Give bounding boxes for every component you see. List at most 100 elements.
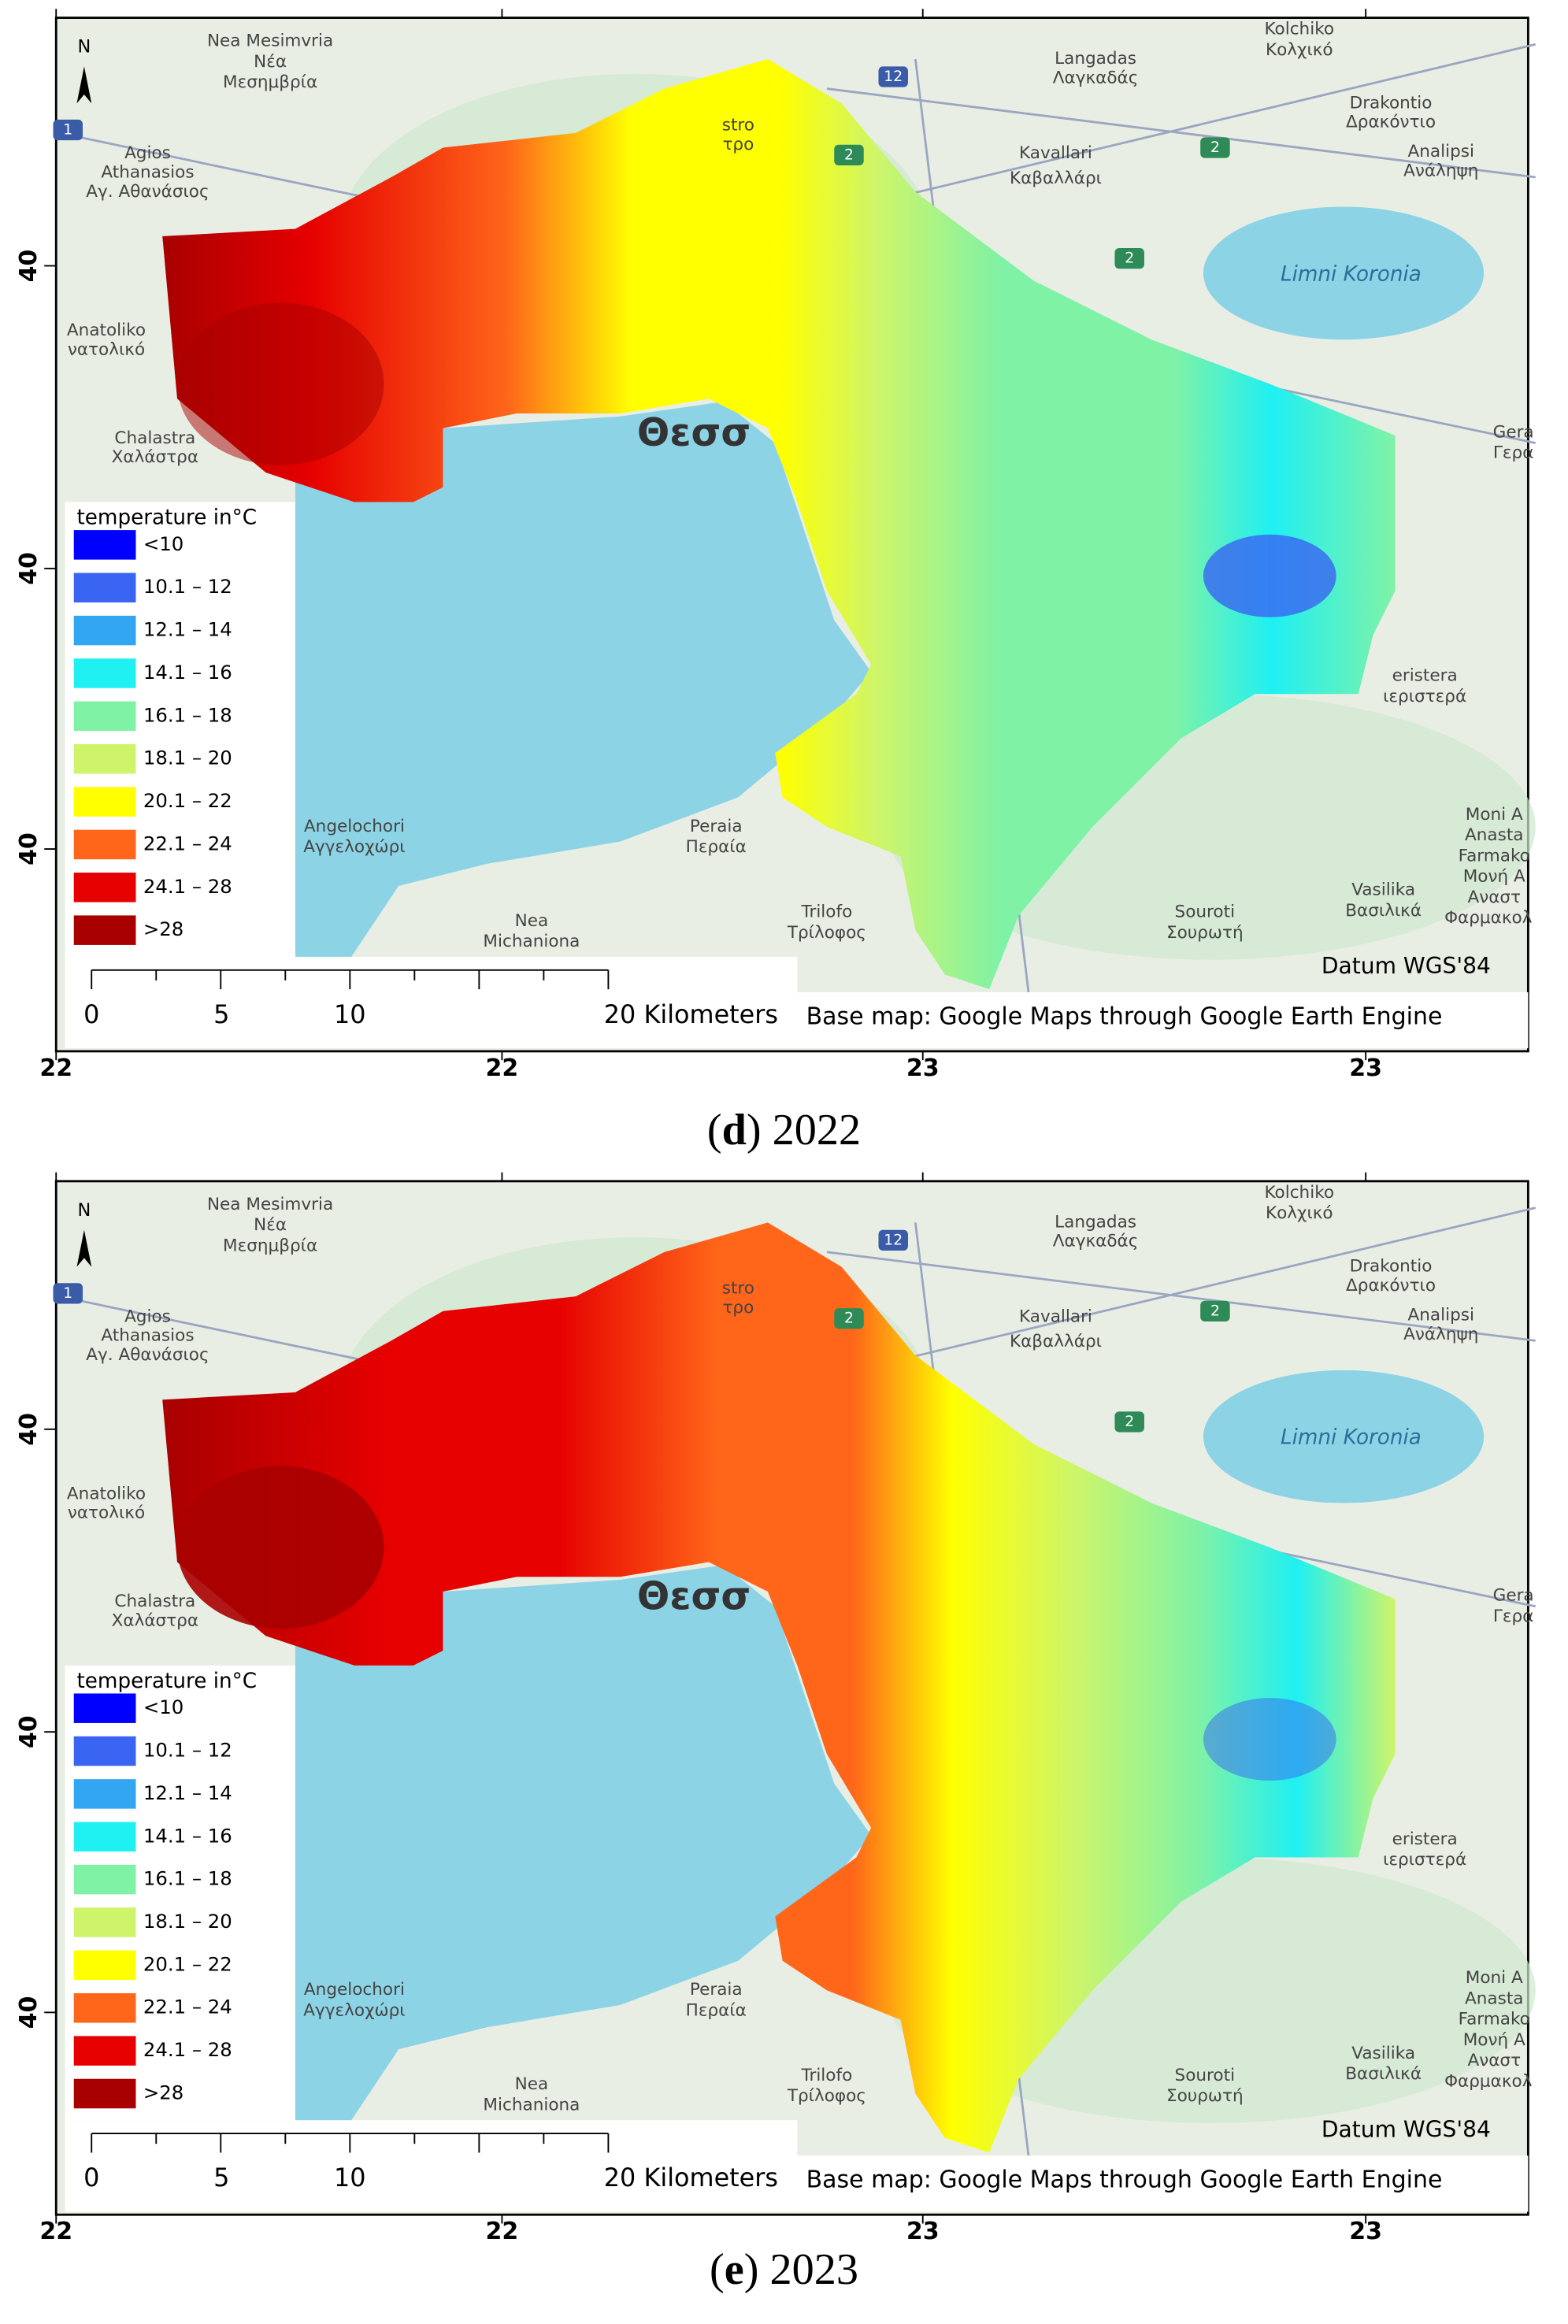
place-label: Kavallari <box>1019 143 1092 163</box>
legend-label: 18.1 – 20 <box>143 747 232 769</box>
place-label: Φαρμακολ <box>1444 908 1533 928</box>
north-arrow <box>76 1229 92 1267</box>
axis-label: 22 <box>486 2218 519 2245</box>
place-label: Τρίλοφος <box>787 923 866 943</box>
place-label: Trilofo <box>800 903 852 922</box>
scale-label: 5 <box>213 2163 229 2192</box>
cold-spot <box>1203 1698 1336 1781</box>
place-label: Langadas <box>1055 49 1136 69</box>
caption-part: ) 2023 <box>744 2245 858 2294</box>
road-shield <box>53 1283 83 1304</box>
legend-swatch <box>73 829 136 860</box>
legend-label: 12.1 – 14 <box>143 1781 232 1804</box>
place-label: Chalastra <box>114 428 195 448</box>
legend-label: 22.1 – 24 <box>143 1996 232 2018</box>
scale-label: 0 <box>83 2163 99 2192</box>
road-shield <box>1200 1300 1230 1321</box>
place-label: Φαρμακολ <box>1444 2071 1533 2091</box>
place-label: Anasta <box>1465 825 1523 845</box>
note-box <box>797 2155 1529 2212</box>
place-label: Vasilika <box>1351 880 1415 900</box>
axis-label: 23 <box>906 2218 940 2245</box>
axis-label: 40 <box>15 1413 43 1446</box>
scale-label: 0 <box>83 999 99 1029</box>
axis-label: 22 <box>39 1055 72 1082</box>
legend-swatch <box>73 2036 136 2066</box>
place-label: Souroti <box>1175 2066 1236 2085</box>
axis-label: 23 <box>906 1055 940 1082</box>
hot-spot <box>176 302 384 465</box>
road <box>826 1251 1536 1342</box>
place-label: Kolchiko <box>1264 1183 1334 1203</box>
place-label: Langadas <box>1055 1212 1136 1232</box>
legend-label: >28 <box>143 2081 183 2103</box>
legend-swatch <box>73 701 136 732</box>
place-label: eristera <box>1392 1829 1458 1849</box>
place-label: Michaniona <box>483 2095 580 2115</box>
legend-swatch <box>73 615 136 646</box>
road-shield <box>53 119 83 141</box>
place-label: Kavallari <box>1019 1307 1092 1326</box>
road-shield-label: 1 <box>63 1285 72 1302</box>
place-label: Κολχικό <box>1266 1203 1333 1223</box>
place-label: Angelochori <box>304 1980 405 2000</box>
place-label: Δρακόντιο <box>1346 1276 1436 1295</box>
legend-label: 20.1 – 22 <box>143 789 232 812</box>
place-label: Peraia <box>690 1980 743 2000</box>
legend-swatch <box>73 1822 136 1852</box>
north-label: N <box>77 1200 91 1221</box>
caption-part: ) 2022 <box>747 1106 861 1155</box>
legend-swatch <box>73 1736 136 1766</box>
base-map-note: Base map: Google Maps through Google Ear… <box>806 1003 1443 1030</box>
axis-label: 40 <box>15 832 43 865</box>
place-label: Λαγκαδάς <box>1053 1232 1139 1251</box>
north-label: N <box>77 37 91 57</box>
heat-map <box>162 59 1396 990</box>
place-label: Nea <box>515 2074 549 2094</box>
road-shield <box>834 1308 864 1329</box>
legend-title: temperature in°C <box>76 1670 257 1693</box>
road <box>856 43 1536 208</box>
axis-label: 40 <box>15 1996 43 2029</box>
place-label: Βασιλικά <box>1345 901 1422 921</box>
place-label: Peraia <box>690 817 743 836</box>
place-label: Νέα <box>254 52 287 72</box>
place-label: Farmako <box>1459 2010 1530 2029</box>
place-label: νατολικό <box>68 339 145 359</box>
place-label: τρο <box>722 135 754 154</box>
place-label: Angelochori <box>304 817 405 836</box>
legend-swatch <box>73 1992 136 2023</box>
place-label: Kolchiko <box>1264 20 1334 39</box>
sea <box>295 1565 872 2197</box>
road-shield-label: 2 <box>1125 250 1134 267</box>
place-label: Καβαλλάρι <box>1010 169 1102 188</box>
legend-label: 12.1 – 14 <box>143 618 232 641</box>
legend-label: 16.1 – 18 <box>143 703 232 726</box>
place-label: Αναστ <box>1467 888 1521 907</box>
place-label: Θεσσ <box>637 1574 751 1618</box>
road-shield-label: 12 <box>884 69 903 85</box>
place-label: eristera <box>1392 666 1458 686</box>
sea <box>295 401 872 1034</box>
lake <box>1203 1370 1485 1503</box>
panel-caption: (e) 2023 <box>710 2245 858 2294</box>
place-label: Μεσημβρία <box>223 1236 317 1255</box>
axis-label: 23 <box>1349 1055 1382 1082</box>
road-shield-label: 1 <box>63 122 72 139</box>
place-label: Agios <box>124 143 171 163</box>
place-label: Μονή Α <box>1463 2030 1525 2050</box>
place-label: Drakontio <box>1350 1257 1433 1277</box>
place-label: Vasilika <box>1351 2044 1415 2063</box>
legend-swatch <box>73 573 136 602</box>
datum: Datum WGS'84 <box>1321 2116 1491 2142</box>
legend-label: 22.1 – 24 <box>143 832 232 854</box>
place-label: Τρίλοφος <box>787 2086 866 2106</box>
scale-label: 10 <box>334 2163 366 2192</box>
place-label: Athanasios <box>101 162 194 182</box>
place-label: Trilofo <box>800 2066 852 2085</box>
place-label: νατολικό <box>68 1503 145 1523</box>
place-label: Αγγελοχώρι <box>303 837 405 857</box>
scale-label: 10 <box>334 999 366 1029</box>
legend-label: <10 <box>143 532 183 555</box>
